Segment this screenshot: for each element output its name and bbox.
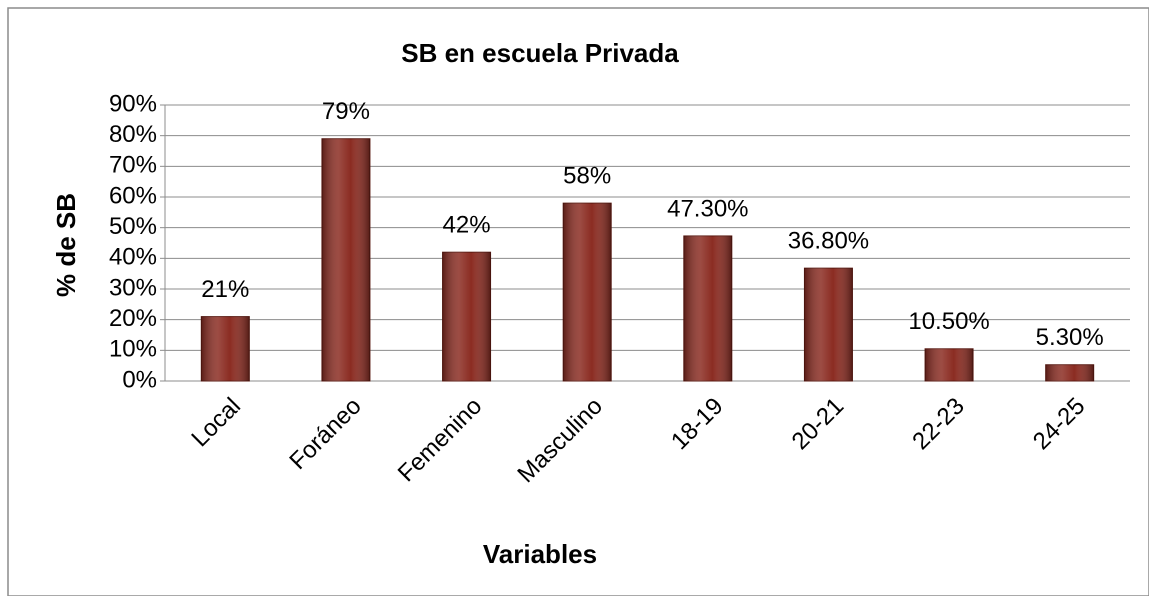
y-tick-label: 20% xyxy=(109,305,157,332)
y-tick-label: 10% xyxy=(109,336,157,363)
data-label: 79% xyxy=(322,98,370,125)
bar-shading xyxy=(683,235,732,381)
bar-shading xyxy=(563,203,612,381)
y-tick-label: 70% xyxy=(109,152,157,179)
y-tick-label: 50% xyxy=(109,213,157,240)
data-label: 47.30% xyxy=(667,195,748,222)
y-tick-label: 30% xyxy=(109,274,157,301)
bar-shading xyxy=(442,252,491,381)
data-label: 36.80% xyxy=(788,227,869,254)
data-label: 21% xyxy=(201,276,249,303)
y-tick-label: 60% xyxy=(109,182,157,209)
bar-shading xyxy=(925,348,974,381)
y-tick-label: 40% xyxy=(109,244,157,271)
y-tick-label: 0% xyxy=(122,366,157,393)
y-axis-label: % de SB xyxy=(51,193,81,297)
data-label: 58% xyxy=(563,162,611,189)
bar-shading xyxy=(201,316,250,381)
bar-shading xyxy=(1045,364,1094,381)
data-label: 42% xyxy=(443,212,491,239)
bar-shading xyxy=(321,138,370,381)
y-tick-label: 80% xyxy=(109,121,157,148)
x-axis-label: Variables xyxy=(483,539,597,569)
data-label: 10.50% xyxy=(908,308,989,335)
data-label: 5.30% xyxy=(1036,324,1104,351)
y-tick-label: 90% xyxy=(109,90,157,117)
chart-title: SB en escuela Privada xyxy=(401,38,679,68)
bar-shading xyxy=(804,268,853,381)
